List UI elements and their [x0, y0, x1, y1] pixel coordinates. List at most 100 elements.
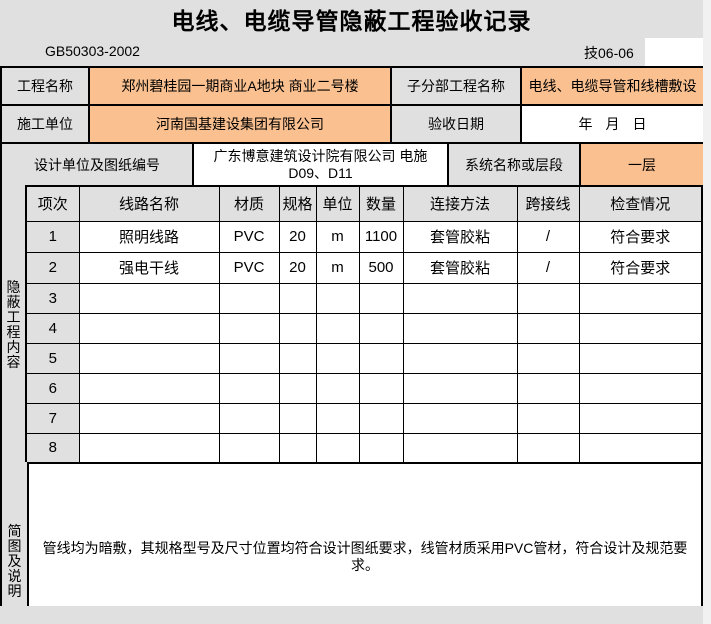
row-jumper-cell[interactable]: / — [516, 220, 580, 253]
row-no-cell: 4 — [25, 312, 80, 344]
header-material: 材质 — [218, 185, 280, 222]
row-jumper-cell[interactable]: / — [516, 251, 580, 284]
row-material-cell[interactable] — [218, 402, 280, 434]
notes-box[interactable]: 管线均为暗敷，其规格型号及尺寸位置均符合设计图纸要求，线管材质采用PVC管材，符… — [27, 462, 703, 606]
row-check-cell[interactable] — [578, 432, 703, 464]
row-unit-cell[interactable] — [315, 282, 360, 314]
row-jumper-cell[interactable] — [516, 312, 580, 344]
row-name-cell[interactable] — [78, 372, 220, 404]
system-value[interactable]: 一层 — [579, 142, 705, 187]
row-check-cell[interactable] — [578, 372, 703, 404]
row-material-cell[interactable]: PVC — [218, 251, 280, 284]
row-spec-cell[interactable] — [278, 432, 317, 464]
sub-division-value[interactable]: 电线、电缆导管和线槽敷设 — [520, 66, 705, 106]
row-name-cell[interactable]: 照明线路 — [78, 220, 220, 253]
row-name-cell[interactable] — [78, 342, 220, 374]
row-jumper-cell[interactable] — [516, 372, 580, 404]
row-name-cell[interactable]: 强电干线 — [78, 251, 220, 284]
row-qty-cell[interactable] — [358, 312, 404, 344]
acceptance-date-label: 验收日期 — [390, 104, 522, 144]
row-name-cell[interactable] — [78, 282, 220, 314]
row-material-cell[interactable] — [218, 282, 280, 314]
row-material-cell[interactable] — [218, 432, 280, 464]
row-no-cell: 1 — [25, 220, 80, 253]
row-no-cell: 6 — [25, 372, 80, 404]
row-unit-cell[interactable] — [315, 402, 360, 434]
row-unit-cell[interactable]: m — [315, 251, 360, 284]
row-method-cell[interactable] — [402, 342, 518, 374]
spreadsheet: 电线、电缆导管隐蔽工程验收记录 GB50303-2002 技06-06 工程名称… — [0, 8, 705, 606]
row-name-cell[interactable] — [78, 402, 220, 434]
row-check-cell[interactable]: 符合要求 — [578, 220, 703, 253]
row-unit-cell[interactable] — [315, 342, 360, 374]
row-qty-cell[interactable] — [358, 282, 404, 314]
row-check-cell[interactable] — [578, 282, 703, 314]
header-unit: 单位 — [315, 185, 360, 222]
row-spec-cell[interactable] — [278, 312, 317, 344]
header-spec: 规格 — [278, 185, 317, 222]
row-spec-cell[interactable]: 20 — [278, 220, 317, 253]
row-method-cell[interactable] — [402, 312, 518, 344]
contractor-value[interactable]: 河南国基建设集团有限公司 — [88, 104, 392, 144]
row-qty-cell[interactable] — [358, 432, 404, 464]
table-row: 6 — [25, 372, 703, 404]
row-material-cell[interactable] — [218, 342, 280, 374]
project-row: 工程名称 郑州碧桂园一期商业A地块 商业二号楼 子分部工程名称 电线、电缆导管和… — [0, 66, 705, 106]
row-check-cell[interactable] — [578, 402, 703, 434]
row-qty-cell[interactable] — [358, 402, 404, 434]
form-code: 技06-06 — [584, 45, 634, 61]
row-qty-cell[interactable]: 500 — [358, 251, 404, 284]
row-no-cell: 7 — [25, 402, 80, 434]
system-label: 系统名称或层段 — [447, 142, 581, 187]
row-method-cell[interactable] — [402, 372, 518, 404]
row-no-cell: 3 — [25, 282, 80, 314]
row-spec-cell[interactable] — [278, 282, 317, 314]
designer-value[interactable]: 广东博意建筑设计院有限公司 电施D09、D11 — [192, 142, 449, 187]
table-row: 3 — [25, 282, 703, 314]
row-check-cell[interactable] — [578, 342, 703, 374]
project-name-label: 工程名称 — [0, 66, 90, 106]
row-method-cell[interactable] — [402, 282, 518, 314]
row-qty-cell[interactable] — [358, 342, 404, 374]
row-qty-cell[interactable]: 1100 — [358, 220, 404, 253]
row-unit-cell[interactable] — [315, 432, 360, 464]
row-method-cell[interactable] — [402, 432, 518, 464]
notes-section-label: 简图及说明 — [7, 523, 22, 599]
row-jumper-cell[interactable] — [516, 282, 580, 314]
notes-section-strip: 简图及说明 — [0, 462, 27, 606]
row-no-cell: 5 — [25, 342, 80, 374]
row-material-cell[interactable]: PVC — [218, 220, 280, 253]
designer-label: 设计单位及图纸编号 — [0, 142, 194, 187]
row-spec-cell[interactable] — [278, 342, 317, 374]
project-name-value[interactable]: 郑州碧桂园一期商业A地块 商业二号楼 — [88, 66, 392, 106]
row-name-cell[interactable] — [78, 432, 220, 464]
row-jumper-cell[interactable] — [516, 342, 580, 374]
row-method-cell[interactable]: 套管胶粘 — [402, 251, 518, 284]
row-unit-cell[interactable] — [315, 372, 360, 404]
row-qty-cell[interactable] — [358, 372, 404, 404]
row-name-cell[interactable] — [78, 312, 220, 344]
row-jumper-cell[interactable] — [516, 432, 580, 464]
row-spec-cell[interactable]: 20 — [278, 251, 317, 284]
row-material-cell[interactable] — [218, 372, 280, 404]
concealed-section-strip: 隐蔽工程内容 — [0, 185, 25, 464]
row-method-cell[interactable] — [402, 402, 518, 434]
concealed-section: 隐蔽工程内容 项次 线路名称 材质 规格 单位 数量 连接方法 跨接线 检查情况… — [0, 185, 703, 464]
row-spec-cell[interactable] — [278, 402, 317, 434]
row-jumper-cell[interactable] — [516, 402, 580, 434]
row-spec-cell[interactable] — [278, 372, 317, 404]
row-check-cell[interactable] — [578, 312, 703, 344]
row-unit-cell[interactable] — [315, 312, 360, 344]
row-unit-cell[interactable]: m — [315, 220, 360, 253]
standard-code: GB50303-2002 — [45, 43, 140, 59]
acceptance-date-value[interactable]: 年月日 — [520, 104, 705, 144]
row-material-cell[interactable] — [218, 312, 280, 344]
header-check: 检查情况 — [578, 185, 703, 222]
notes-section: 简图及说明 管线均为暗敷，其规格型号及尺寸位置均符合设计图纸要求，线管材质采用P… — [0, 462, 703, 606]
row-check-cell[interactable]: 符合要求 — [578, 251, 703, 284]
window-edge-strip — [703, 0, 711, 624]
designer-row: 设计单位及图纸编号 广东博意建筑设计院有限公司 电施D09、D11 系统名称或层… — [0, 142, 705, 187]
empty-cell[interactable] — [645, 38, 703, 66]
row-method-cell[interactable]: 套管胶粘 — [402, 220, 518, 253]
concealed-table: 项次 线路名称 材质 规格 单位 数量 连接方法 跨接线 检查情况 1 照明线路… — [25, 185, 703, 464]
